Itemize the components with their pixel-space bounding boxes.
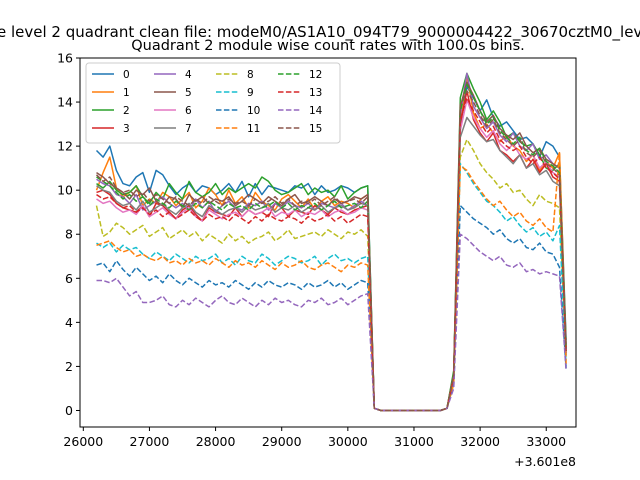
x-tick-label: 32000 — [460, 434, 500, 449]
legend-label-11: 11 — [247, 123, 260, 135]
y-axis: 0 2 4 6 8 10 12 14 16 — [57, 51, 80, 418]
x-tick-label: 30000 — [328, 434, 368, 449]
legend-label-3: 3 — [123, 123, 130, 135]
x-offset-label: +3.601e8 — [514, 454, 576, 469]
plot-area — [95, 72, 567, 412]
series-line-9 — [96, 162, 567, 412]
y-tick-label: 10 — [57, 183, 73, 198]
series-line-12 — [96, 83, 567, 412]
legend-label-12: 12 — [309, 69, 322, 81]
x-tick-label: 31000 — [394, 434, 434, 449]
legend-label-1: 1 — [123, 87, 130, 99]
series-line-15 — [95, 90, 567, 412]
legend-label-2: 2 — [123, 105, 130, 117]
legend-label-6: 6 — [185, 105, 192, 117]
legend-label-13: 13 — [309, 87, 322, 99]
legend-box — [85, 62, 341, 144]
x-tick-label: 33000 — [526, 434, 566, 449]
y-tick-label: 14 — [57, 95, 73, 110]
y-tick-label: 12 — [57, 139, 73, 154]
y-tick-label: 4 — [65, 315, 73, 330]
series-line-14 — [96, 233, 567, 412]
y-tick-label: 8 — [65, 227, 73, 242]
chart-title: Quadrant 2 module wise count rates with … — [131, 38, 525, 54]
y-tick-label: 16 — [57, 51, 73, 66]
series-line-7 — [96, 116, 567, 412]
y-tick-label: 6 — [65, 271, 73, 286]
series-line-13 — [96, 96, 567, 412]
axes-frame — [79, 57, 577, 428]
legend-label-15: 15 — [309, 123, 322, 135]
x-tick-label: 29000 — [262, 434, 302, 449]
legend-label-0: 0 — [123, 69, 130, 81]
legend-label-10: 10 — [247, 105, 260, 117]
x-tick-label: 26000 — [63, 434, 103, 449]
series-line-8 — [95, 138, 567, 412]
y-tick-label: 0 — [65, 403, 73, 418]
x-axis: 26000 27000 28000 29000 30000 31000 32000 33000 — [63, 427, 566, 449]
legend-label-9: 9 — [247, 87, 254, 99]
series-line-4 — [96, 72, 567, 412]
x-tick-label: 28000 — [196, 434, 236, 449]
y-tick-label: 2 — [65, 359, 73, 374]
x-tick-label: 27000 — [130, 434, 170, 449]
legend-label-7: 7 — [185, 123, 192, 135]
series-line-2 — [96, 72, 567, 412]
suptitle: Light curve from the level 2 quadrant cl… — [0, 23, 640, 42]
legend-label-8: 8 — [247, 69, 254, 81]
series-line-11 — [96, 151, 567, 412]
legend-label-5: 5 — [185, 87, 192, 99]
legend-label-14: 14 — [309, 105, 323, 117]
legend-label-4: 4 — [185, 69, 192, 81]
series-line-10 — [96, 204, 567, 412]
series-line-0 — [95, 85, 567, 412]
